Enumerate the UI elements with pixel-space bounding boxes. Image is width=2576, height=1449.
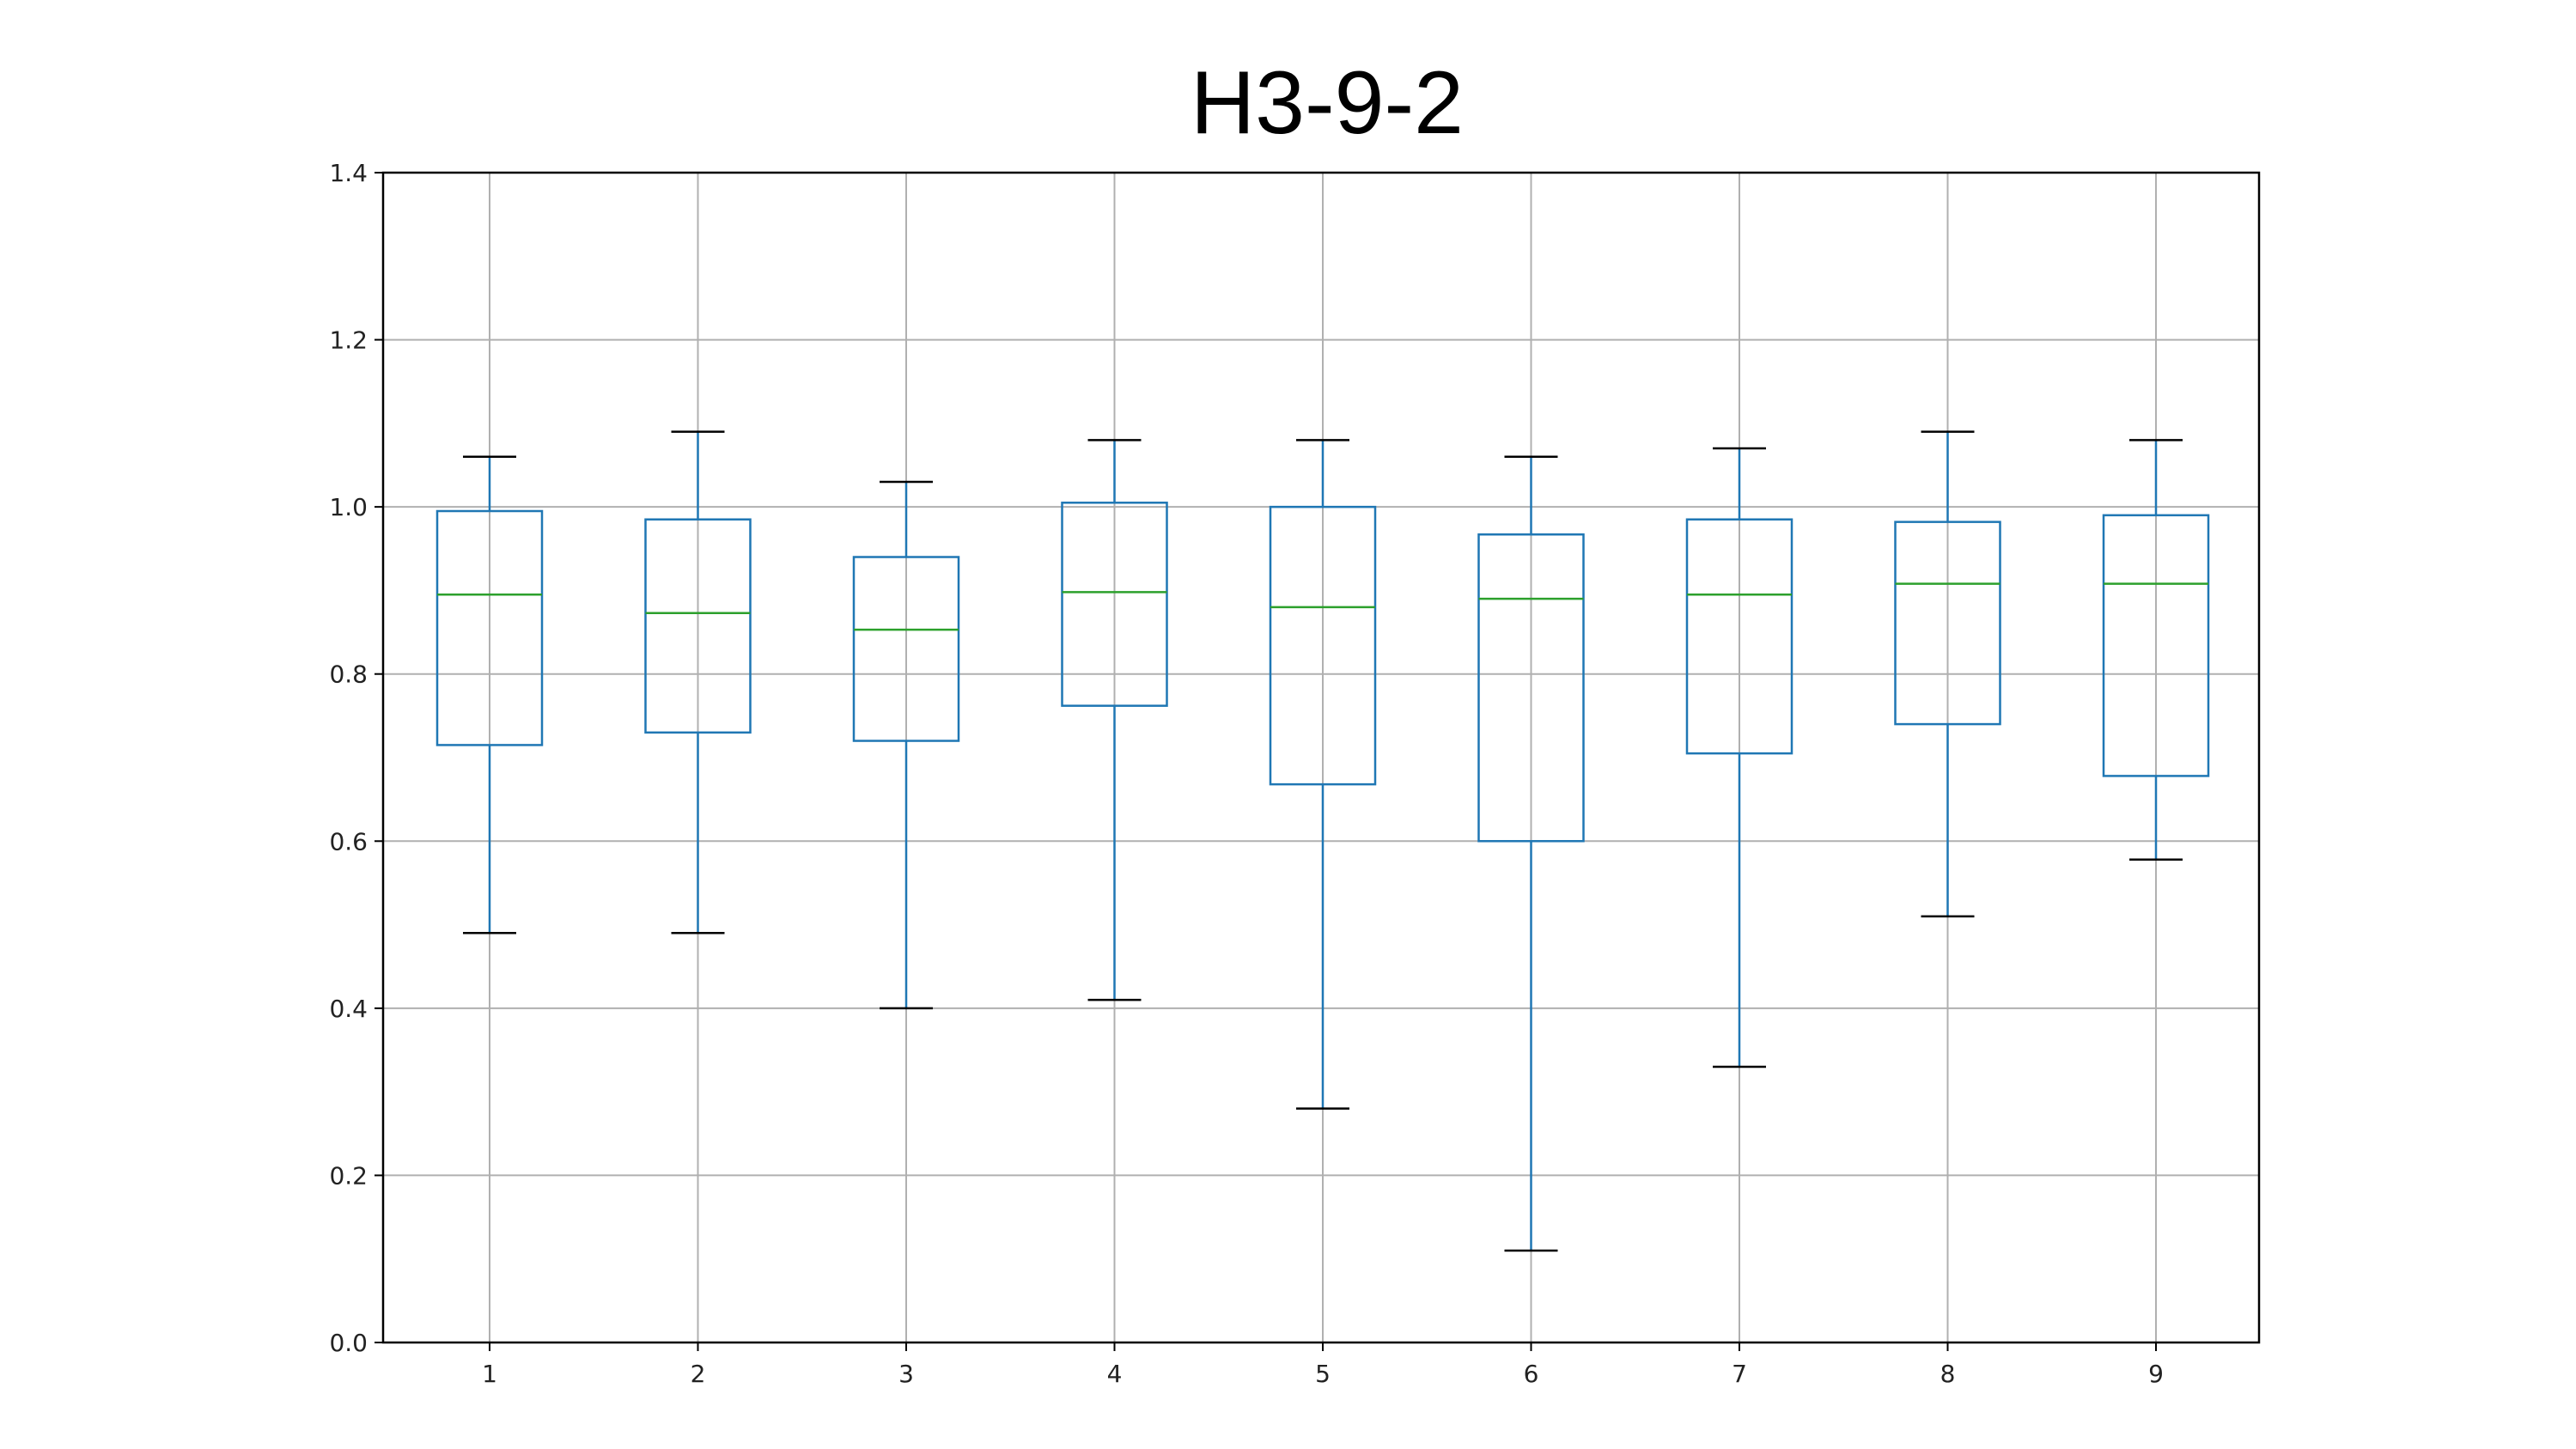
y-tick-label: 0.8 bbox=[329, 661, 368, 689]
iqr-box bbox=[1061, 502, 1168, 707]
iqr-box bbox=[644, 518, 752, 734]
x-tick-label: 6 bbox=[1524, 1360, 1539, 1388]
box-group-3 bbox=[852, 480, 960, 1010]
box-group-9 bbox=[2102, 439, 2210, 861]
iqr-box bbox=[1685, 518, 1793, 755]
x-tick-label: 8 bbox=[1940, 1360, 1956, 1388]
x-tick-label: 7 bbox=[1732, 1360, 1747, 1388]
x-tick-label: 1 bbox=[482, 1360, 497, 1388]
box-group-2 bbox=[644, 430, 752, 935]
box-group-1 bbox=[435, 455, 544, 935]
x-tick-label: 3 bbox=[898, 1360, 914, 1388]
box-group-5 bbox=[1269, 439, 1377, 1110]
chart-title: H3-9-2 bbox=[1191, 53, 1464, 153]
x-tick-label: 5 bbox=[1315, 1360, 1331, 1388]
y-tick-label: 1.2 bbox=[329, 326, 368, 355]
axes: 0.0 0.2 0.4 0.6 0.8 1.0 1.2 1.4 1 2 3 4 5 6 7 8 9 bbox=[329, 159, 2163, 1388]
box-plots bbox=[435, 430, 2210, 1252]
iqr-box bbox=[2102, 514, 2210, 777]
grid-lines bbox=[383, 172, 2259, 1343]
iqr-box bbox=[852, 556, 960, 742]
box-group-6 bbox=[1477, 455, 1585, 1252]
box-group-4 bbox=[1061, 439, 1168, 1002]
y-tick-label: 0.0 bbox=[329, 1329, 368, 1357]
y-tick-label: 0.4 bbox=[329, 995, 368, 1023]
y-tick-label: 1.0 bbox=[329, 493, 368, 521]
x-tick-label: 2 bbox=[691, 1360, 706, 1388]
box-group-7 bbox=[1685, 447, 1793, 1068]
y-tick-label: 1.4 bbox=[329, 159, 368, 187]
y-tick-label: 0.2 bbox=[329, 1161, 368, 1190]
box-group-8 bbox=[1894, 430, 2001, 918]
iqr-box bbox=[435, 509, 544, 746]
x-tick-label: 9 bbox=[2148, 1360, 2164, 1388]
iqr-box bbox=[1894, 521, 2001, 726]
iqr-box bbox=[1477, 533, 1585, 843]
x-tick-label: 4 bbox=[1107, 1360, 1123, 1388]
plot-frame bbox=[381, 171, 2261, 1344]
iqr-box bbox=[1269, 505, 1377, 786]
y-tick-label: 0.6 bbox=[329, 827, 368, 855]
